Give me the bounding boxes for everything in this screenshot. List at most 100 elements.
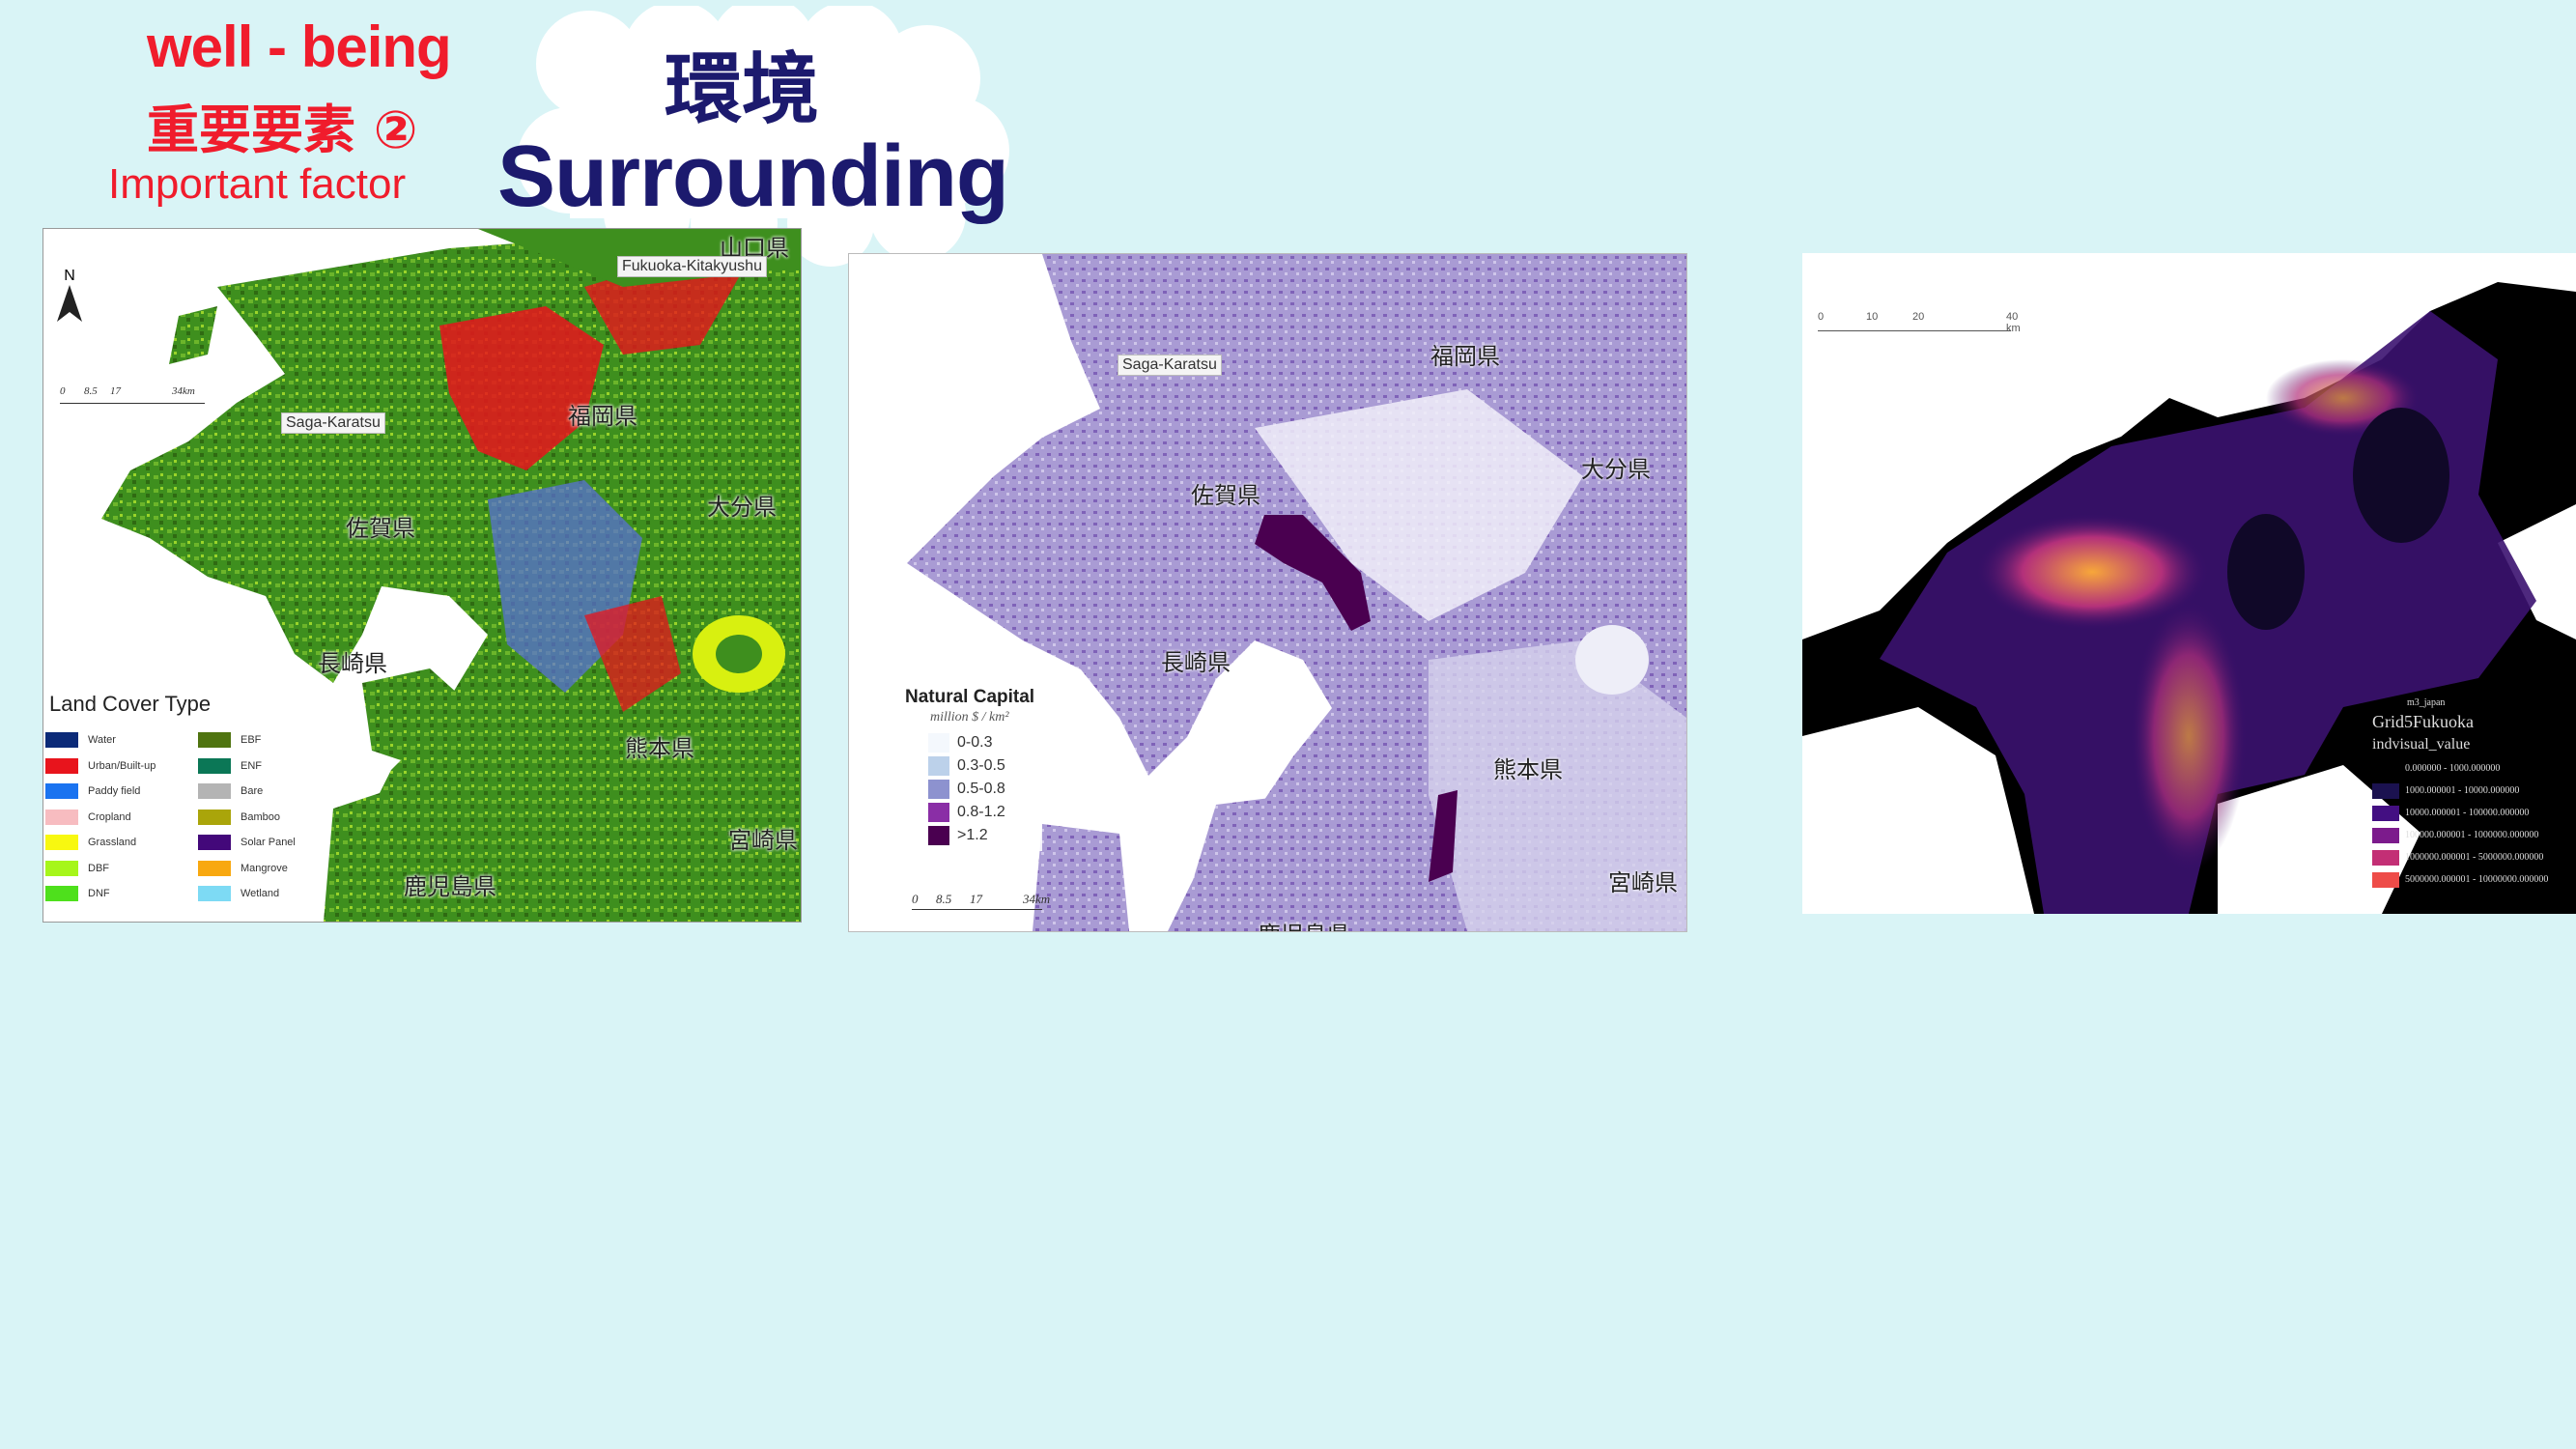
scale-tick: 20 bbox=[1912, 311, 1925, 323]
legend-title: Natural Capital bbox=[905, 687, 1035, 707]
legend-item: 1000000.000001 - 5000000.000000 bbox=[2372, 846, 2548, 868]
legend-swatch bbox=[45, 757, 78, 774]
legend-item: Paddy field bbox=[45, 783, 140, 799]
legend-swatch bbox=[45, 783, 78, 799]
legend-group: m3_japan bbox=[2407, 697, 2446, 708]
legend-item: 0.5-0.8 bbox=[928, 778, 1034, 801]
legend-item: 5000000.000001 - 10000000.000000 bbox=[2372, 868, 2548, 891]
legend-item: 1000.000001 - 10000.000000 bbox=[2372, 780, 2548, 802]
population-grid-map: 0 10 20 40 km m3_japan Grid5Fukuoka indv… bbox=[1802, 253, 2576, 914]
legend-item: 0.000000 - 1000.000000 bbox=[2372, 757, 2548, 780]
map-label-saga: 佐賀県 bbox=[1191, 482, 1260, 509]
natural-capital-map-image bbox=[907, 254, 1686, 931]
map-label-kumamoto: 熊本県 bbox=[625, 735, 694, 762]
legend-label: Grassland bbox=[88, 837, 137, 848]
legend-item: Cropland bbox=[45, 809, 131, 825]
legend-label: Solar Panel bbox=[241, 837, 296, 848]
scale-tick: 8.5 bbox=[84, 385, 98, 397]
legend-swatch bbox=[928, 756, 949, 776]
legend-label: 0.8-1.2 bbox=[957, 804, 1005, 820]
legend-swatch bbox=[45, 809, 78, 825]
scale-tick: 10 bbox=[1866, 311, 1879, 323]
map-label-fukuoka: 福岡県 bbox=[1430, 343, 1500, 370]
scale-tick: 17 bbox=[110, 385, 121, 397]
scale-tick: 40 km bbox=[2006, 311, 2021, 334]
map-label-oita: 大分県 bbox=[1581, 456, 1651, 483]
natural-capital-legend: Natural Capital million $ / km² 0-0.3 0.3… bbox=[897, 683, 1043, 851]
legend-label: Cropland bbox=[88, 810, 131, 823]
title-en: Surrounding bbox=[497, 128, 1009, 225]
legend-label: Bamboo bbox=[241, 810, 280, 823]
legend-item: Bare bbox=[198, 783, 263, 799]
legend-swatch bbox=[928, 780, 949, 799]
legend-item: DBF bbox=[45, 860, 109, 876]
legend-item: DNF bbox=[45, 886, 110, 901]
legend-item: 0.3-0.5 bbox=[928, 754, 1034, 778]
legend-item: EBF bbox=[198, 732, 261, 748]
population-scale-bar: 0 10 20 40 km bbox=[1818, 311, 2021, 334]
legend-label: 0.5-0.8 bbox=[957, 781, 1005, 797]
land-cover-map-image bbox=[101, 229, 801, 922]
legend-swatch bbox=[45, 886, 78, 901]
map-label-nagasaki: 長崎県 bbox=[318, 650, 387, 677]
north-label: N bbox=[64, 268, 75, 284]
map-tag-saga-karatsu: Saga-Karatsu bbox=[1118, 355, 1222, 376]
legend-label: 1000000.000001 - 5000000.000000 bbox=[2405, 852, 2544, 863]
legend-swatch bbox=[2372, 827, 2399, 843]
natural-capital-scale-bar: 0 8.5 17 34km bbox=[912, 892, 1050, 910]
legend-swatch bbox=[198, 809, 231, 825]
scale-tick: 34km bbox=[172, 385, 195, 397]
legend-label: 0-0.3 bbox=[957, 734, 993, 751]
map-label-kagoshima: 鹿児島県 bbox=[1258, 916, 1350, 931]
title-jp: 環境 bbox=[665, 44, 819, 134]
legend-swatch bbox=[2372, 871, 2399, 888]
map-label-kagoshima: 鹿児島県 bbox=[404, 873, 496, 900]
map-label-kumamoto: 熊本県 bbox=[1493, 756, 1563, 783]
legend-label: 100000.000001 - 1000000.000000 bbox=[2405, 830, 2539, 840]
map-label-oita: 大分県 bbox=[707, 494, 777, 521]
legend-item: ENF bbox=[198, 757, 262, 774]
legend-label: EBF bbox=[241, 734, 262, 746]
scale-tick: 0 bbox=[60, 385, 66, 397]
legend-label: 10000.000001 - 100000.000000 bbox=[2405, 808, 2530, 818]
legend-label: 0.3-0.5 bbox=[957, 757, 1005, 774]
legend-swatch bbox=[198, 886, 231, 901]
legend-swatch bbox=[45, 732, 78, 748]
legend-item: Mangrove bbox=[198, 860, 288, 876]
land-cover-legend: Land Cover Type Water Urban/Built-up Paddy… bbox=[43, 684, 320, 922]
important-factor-en: Important factor bbox=[108, 160, 407, 208]
map-label-nagasaki: 長崎県 bbox=[1161, 649, 1231, 676]
legend-label: Mangrove bbox=[241, 862, 288, 874]
legend-unit: million $ / km² bbox=[930, 710, 1009, 724]
legend-item: Bamboo bbox=[198, 809, 280, 825]
legend-field: indvisual_value bbox=[2372, 736, 2471, 753]
legend-swatch bbox=[198, 860, 231, 876]
legend-label: 0.000000 - 1000.000000 bbox=[2405, 763, 2501, 774]
legend-swatch bbox=[198, 835, 231, 850]
legend-label: Paddy field bbox=[88, 785, 141, 797]
legend-item: 0.8-1.2 bbox=[928, 801, 1034, 824]
legend-swatch bbox=[928, 803, 949, 822]
legend-title: Land Cover Type bbox=[49, 692, 212, 716]
wellbeing-heading: well - being bbox=[147, 14, 452, 79]
legend-swatch bbox=[2372, 849, 2399, 866]
map-label-saga: 佐賀県 bbox=[346, 515, 415, 542]
population-grid-map-image bbox=[1802, 253, 2576, 914]
legend-item: 0-0.3 bbox=[928, 731, 1034, 754]
legend-swatch bbox=[198, 732, 231, 748]
legend-item: Water bbox=[45, 732, 116, 748]
legend-swatch bbox=[928, 826, 949, 845]
legend-label: DBF bbox=[88, 862, 109, 874]
legend-label: DNF bbox=[88, 888, 110, 899]
map-tag-saga-karatsu: Saga-Karatsu bbox=[281, 412, 385, 434]
scale-tick: 34km bbox=[1023, 892, 1051, 906]
legend-label: 1000.000001 - 10000.000000 bbox=[2405, 785, 2520, 796]
legend-item: Wetland bbox=[198, 886, 279, 901]
legend-label: Wetland bbox=[241, 888, 280, 899]
legend-layer: Grid5Fukuoka bbox=[2372, 712, 2474, 731]
north-arrow-icon: N bbox=[55, 268, 84, 326]
map-label-miyazaki: 宮崎県 bbox=[728, 827, 798, 854]
legend-label: Bare bbox=[241, 785, 264, 797]
legend-swatch bbox=[45, 860, 78, 876]
legend-swatch bbox=[928, 733, 949, 753]
